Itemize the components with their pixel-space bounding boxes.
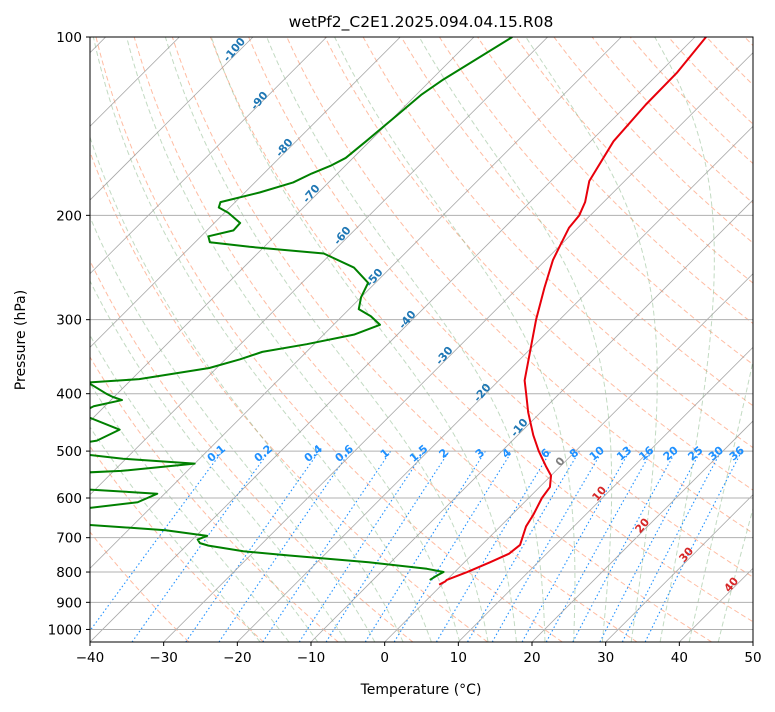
x-tick-label: −30 bbox=[149, 650, 178, 666]
x-tick-label: 0 bbox=[380, 650, 389, 666]
y-tick-label: 100 bbox=[56, 30, 82, 46]
chart-title: wetPf2_C2E1.2025.094.04.15.R08 bbox=[289, 13, 554, 32]
y-tick-label: 300 bbox=[56, 313, 82, 329]
y-axis-label: Pressure (hPa) bbox=[13, 290, 29, 390]
y-tick-label: 800 bbox=[56, 565, 82, 581]
y-tick-label: 900 bbox=[56, 595, 82, 611]
x-tick-label: 20 bbox=[523, 650, 540, 666]
y-tick-label: 500 bbox=[56, 444, 82, 460]
x-tick-label: 30 bbox=[597, 650, 614, 666]
y-tick-label: 600 bbox=[56, 491, 82, 507]
x-axis-label: Temperature (°C) bbox=[360, 682, 482, 698]
y-tick-label: 1000 bbox=[48, 622, 82, 638]
y-tick-label: 700 bbox=[56, 531, 82, 547]
y-tick-label: 400 bbox=[56, 387, 82, 403]
x-tick-label: 10 bbox=[450, 650, 467, 666]
y-tick-label: 200 bbox=[56, 208, 82, 224]
x-tick-label: −20 bbox=[223, 650, 252, 666]
x-tick-label: −10 bbox=[297, 650, 326, 666]
x-tick-label: 50 bbox=[744, 650, 761, 666]
x-tick-label: −40 bbox=[76, 650, 105, 666]
x-tick-label: 40 bbox=[671, 650, 688, 666]
